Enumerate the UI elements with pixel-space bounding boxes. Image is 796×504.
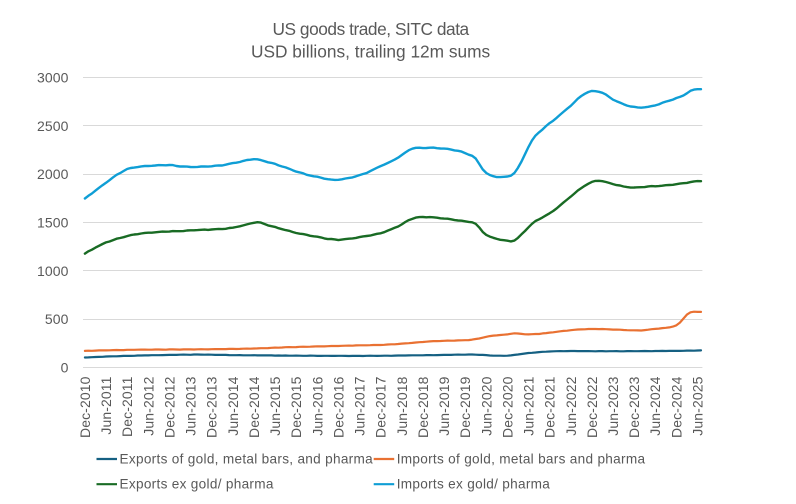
svg-text:1000: 1000 — [37, 263, 69, 279]
svg-text:Dec-2018: Dec-2018 — [415, 376, 431, 438]
svg-text:Dec-2014: Dec-2014 — [246, 376, 262, 438]
svg-text:Jun-2020: Jun-2020 — [478, 376, 494, 435]
svg-text:2000: 2000 — [37, 166, 69, 182]
svg-text:Dec-2023: Dec-2023 — [626, 376, 642, 438]
svg-text:Dec-2016: Dec-2016 — [330, 376, 346, 438]
svg-text:Exports of gold, metal bars, a: Exports of gold, metal bars, and pharma — [120, 452, 374, 467]
svg-text:Jun-2018: Jun-2018 — [394, 376, 410, 435]
svg-text:1500: 1500 — [37, 215, 69, 231]
svg-text:0: 0 — [61, 360, 69, 376]
svg-text:US goods trade, SITC data: US goods trade, SITC data — [272, 19, 469, 39]
svg-text:Jun-2016: Jun-2016 — [309, 376, 325, 435]
svg-text:Jun-2014: Jun-2014 — [225, 376, 241, 435]
svg-text:Jun-2015: Jun-2015 — [267, 376, 283, 435]
svg-text:Dec-2024: Dec-2024 — [668, 376, 684, 438]
svg-text:Dec-2010: Dec-2010 — [77, 376, 93, 438]
svg-text:2500: 2500 — [37, 118, 69, 134]
svg-text:Dec-2020: Dec-2020 — [499, 376, 515, 438]
svg-text:Dec-2013: Dec-2013 — [204, 376, 220, 438]
svg-text:3000: 3000 — [37, 70, 69, 86]
svg-text:Dec-2019: Dec-2019 — [457, 376, 473, 438]
svg-text:Dec-2012: Dec-2012 — [161, 376, 177, 438]
svg-text:Jun-2013: Jun-2013 — [183, 376, 199, 435]
svg-text:Exports ex gold/ pharma: Exports ex gold/ pharma — [120, 477, 274, 492]
svg-text:Dec-2017: Dec-2017 — [373, 376, 389, 438]
svg-text:500: 500 — [45, 311, 69, 327]
svg-text:Jun-2011: Jun-2011 — [98, 376, 114, 434]
svg-text:Jun-2025: Jun-2025 — [690, 376, 706, 435]
svg-text:Dec-2022: Dec-2022 — [584, 376, 600, 438]
svg-text:USD billions, trailing 12m sum: USD billions, trailing 12m sums — [251, 41, 490, 61]
svg-text:Imports of gold, metal bars an: Imports of gold, metal bars and pharma — [397, 452, 646, 467]
svg-text:Dec-2015: Dec-2015 — [288, 376, 304, 438]
svg-text:Jun-2012: Jun-2012 — [140, 376, 156, 435]
svg-text:Imports ex gold/ pharma: Imports ex gold/ pharma — [397, 477, 551, 492]
svg-text:Jun-2022: Jun-2022 — [563, 376, 579, 435]
svg-text:Jun-2019: Jun-2019 — [436, 376, 452, 435]
svg-text:Jun-2023: Jun-2023 — [605, 376, 621, 435]
svg-text:Dec-2011: Dec-2011 — [119, 376, 135, 437]
svg-text:Dec-2021: Dec-2021 — [542, 376, 558, 438]
svg-text:Jun-2017: Jun-2017 — [352, 376, 368, 435]
svg-text:Jun-2021: Jun-2021 — [521, 376, 537, 435]
svg-text:Jun-2024: Jun-2024 — [647, 376, 663, 435]
